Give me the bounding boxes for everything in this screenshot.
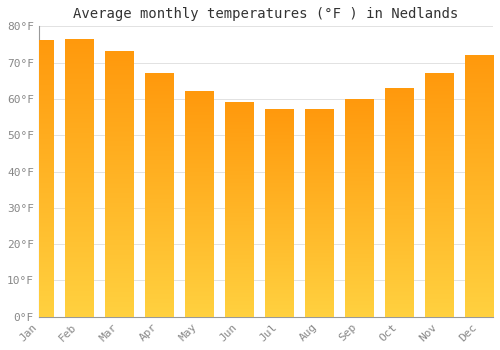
- Bar: [25, 41, 53, 317]
- Bar: [185, 92, 213, 317]
- Bar: [345, 99, 373, 317]
- Bar: [145, 74, 173, 317]
- Bar: [425, 74, 453, 317]
- Bar: [465, 55, 493, 317]
- Bar: [265, 110, 293, 317]
- Bar: [105, 52, 133, 317]
- Title: Average monthly temperatures (°F ) in Nedlands: Average monthly temperatures (°F ) in Ne…: [74, 7, 458, 21]
- Bar: [385, 88, 413, 317]
- Bar: [225, 103, 253, 317]
- Bar: [305, 110, 333, 317]
- Bar: [65, 39, 93, 317]
